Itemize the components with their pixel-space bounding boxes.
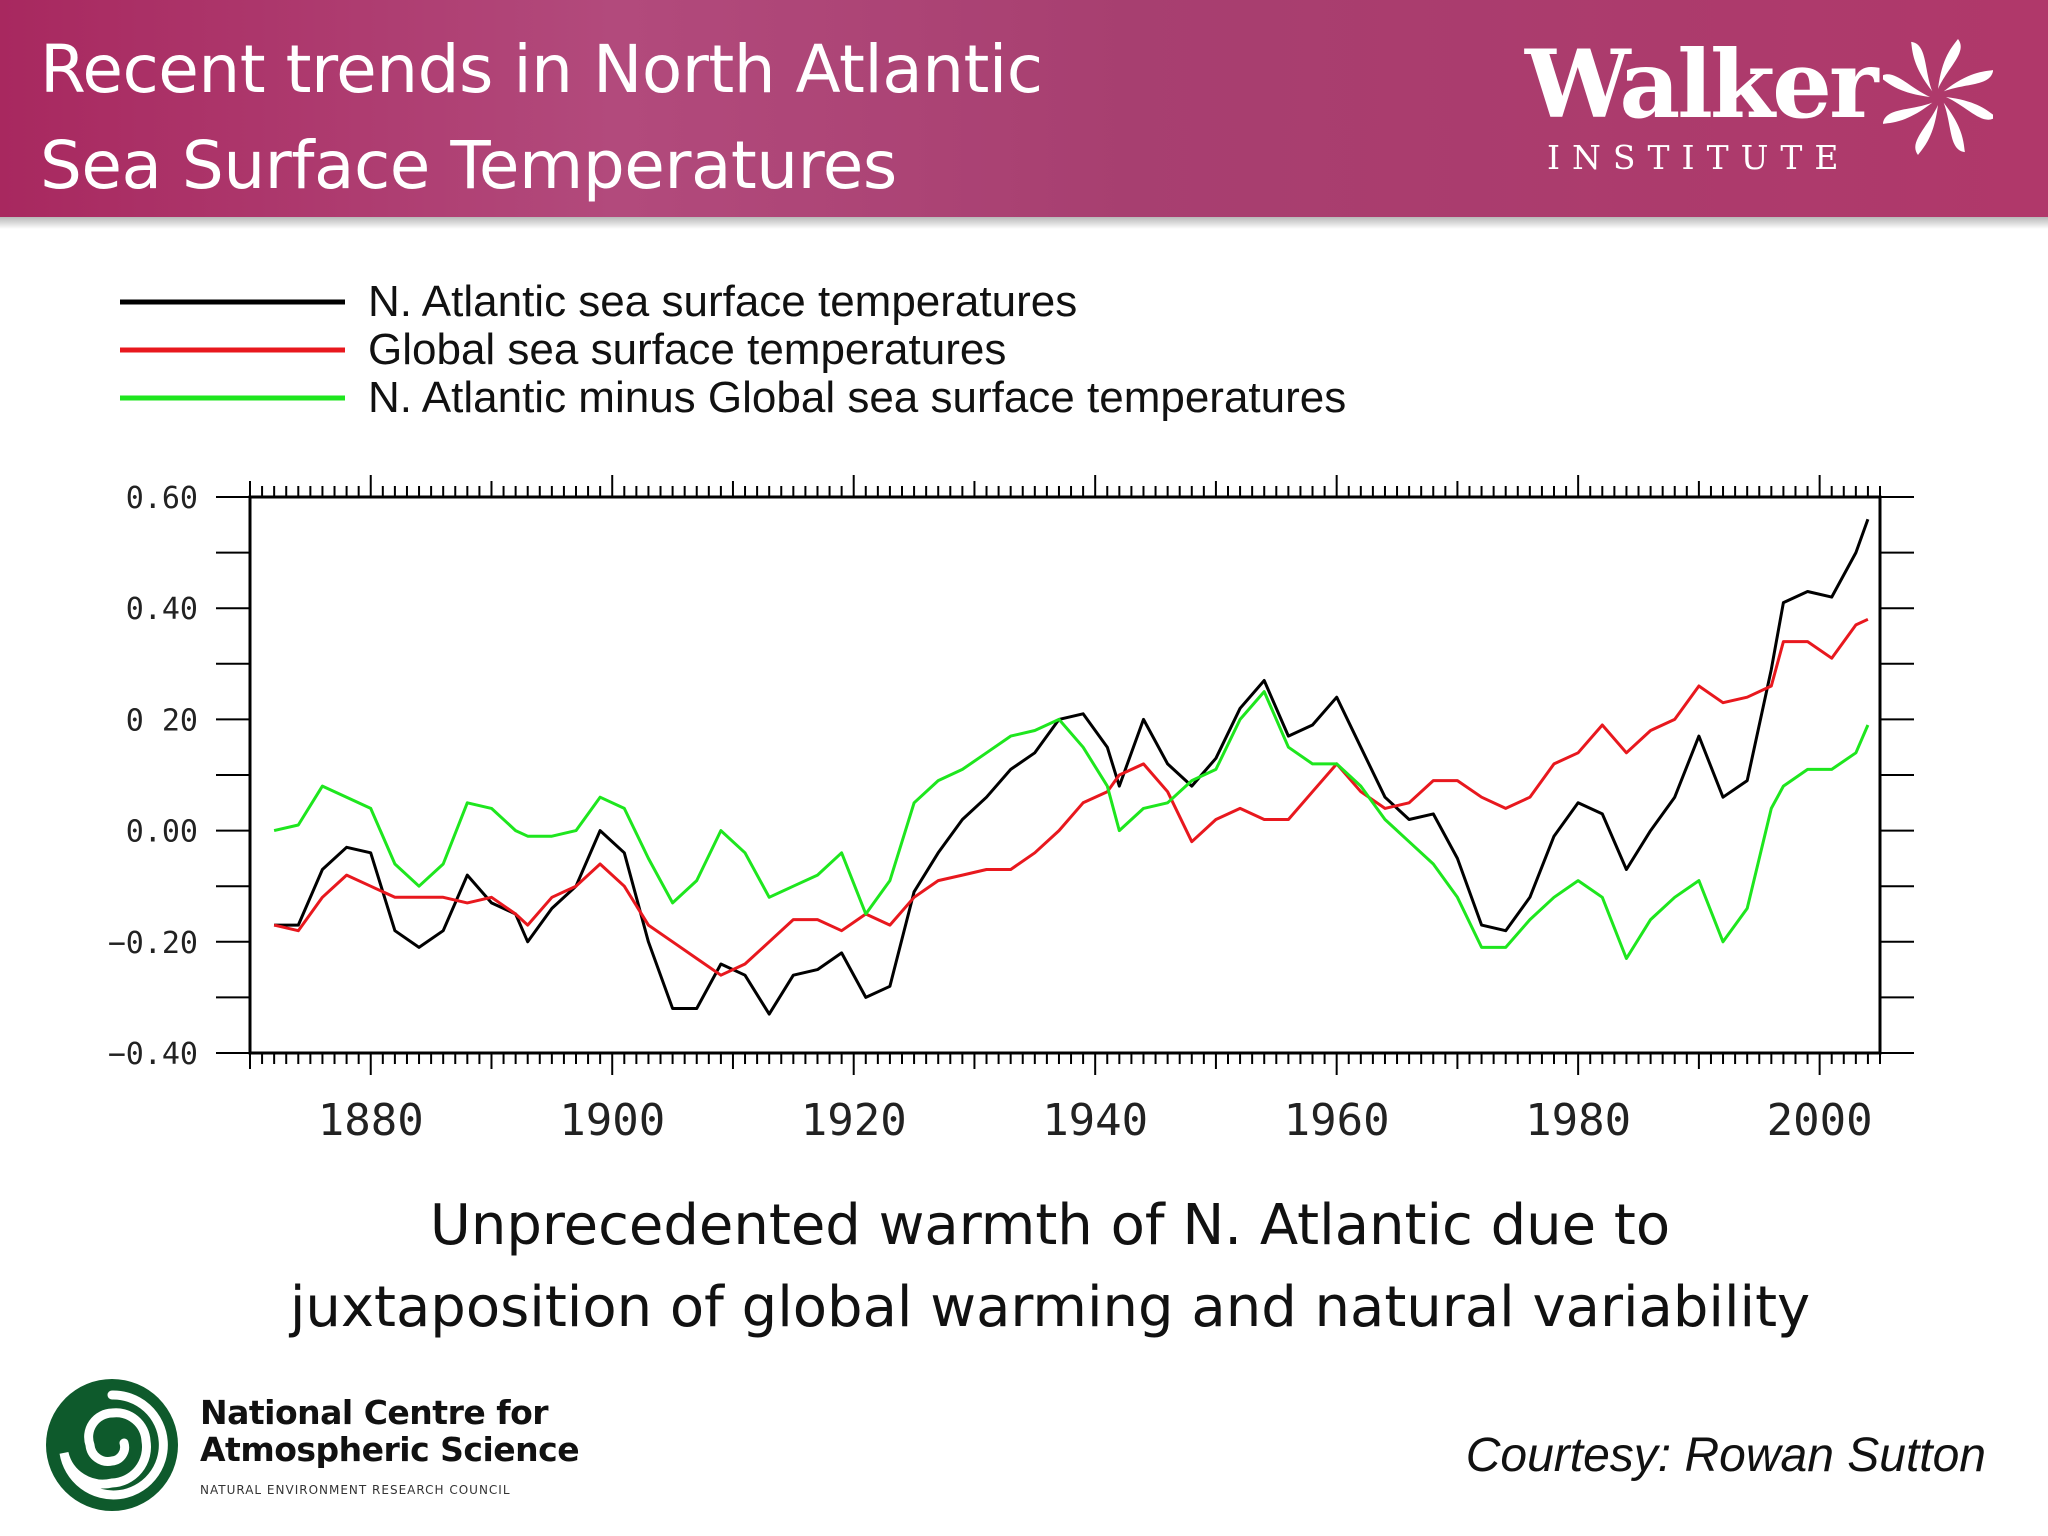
axis-ticks: [216, 475, 1914, 1075]
subtitle-line1: Unprecedented warmth of N. Atlantic due …: [429, 1193, 1671, 1258]
slide-subtitle: Unprecedented warmth of N. Atlantic due …: [200, 1185, 1900, 1349]
ncas-name-line1: National Centre for: [200, 1393, 549, 1432]
plot-frame: [248, 495, 1882, 1055]
walker-logo-name: Walker: [1525, 30, 1878, 140]
y-tick-label: −0.20: [108, 926, 198, 961]
slide-header: [0, 0, 2048, 217]
chart-legend: N. Atlantic sea surface temperaturesGlob…: [120, 277, 1346, 422]
x-tick-label: 1880: [318, 1095, 424, 1146]
walker-logo-sub: INSTITUTE: [1547, 138, 1851, 177]
x-tick-label: 1900: [559, 1095, 665, 1146]
sst-chart: N. Atlantic sea surface temperaturesGlob…: [108, 277, 1914, 1146]
y-tick-label: 0.00: [126, 815, 198, 850]
header-shadow: [0, 217, 2048, 229]
x-tick-label: 1960: [1284, 1095, 1390, 1146]
slide-title-line1: Recent trends in North Atlantic: [40, 31, 1043, 108]
plot-border: [248, 495, 1882, 1055]
legend-label: N. Atlantic sea surface temperatures: [368, 277, 1077, 326]
y-tick-label: −0.40: [108, 1037, 198, 1072]
y-tick-label: 0 20: [126, 703, 198, 738]
series-line: [273, 617, 1869, 977]
ncas-name-line3: NATURAL ENVIRONMENT RESEARCH COUNCIL: [200, 1483, 511, 1497]
y-tick-label: 0.60: [126, 481, 198, 516]
axis-tick-labels: 1880 1900 1920 1940 1960 1980 2000 0.60 0.40 0 20…: [108, 481, 1873, 1146]
slide-title-line2: Sea Surface Temperatures: [40, 127, 897, 204]
x-tick-label: 1940: [1042, 1095, 1148, 1146]
slide-title: Recent trends in North Atlantic Sea Surf…: [40, 22, 1043, 214]
series-lines: [273, 518, 1870, 1016]
x-tick-label: 1920: [801, 1095, 907, 1146]
x-tick-label: 2000: [1767, 1095, 1873, 1146]
subtitle-line2: juxtaposition of global warming and natu…: [289, 1275, 1811, 1340]
ncas-logo: National Centre for Atmospheric Science …: [42, 1375, 642, 1525]
ncas-name-line2: Atmospheric Science: [200, 1430, 580, 1469]
legend-label: N. Atlantic minus Global sea surface tem…: [368, 373, 1346, 422]
y-tick-label: 0.40: [126, 592, 198, 627]
x-tick-label: 1980: [1525, 1095, 1631, 1146]
series-line: [274, 518, 1870, 1016]
walker-swirl-icon: [1883, 39, 1993, 155]
ncas-spiral-icon: [46, 1379, 178, 1511]
legend-label: Global sea surface temperatures: [368, 325, 1006, 374]
walker-institute-logo: Walker INSTITUTE: [1525, 30, 1993, 190]
series-line: [273, 690, 1870, 960]
courtesy-credit: Courtesy: Rowan Sutton: [1465, 1429, 1986, 1482]
